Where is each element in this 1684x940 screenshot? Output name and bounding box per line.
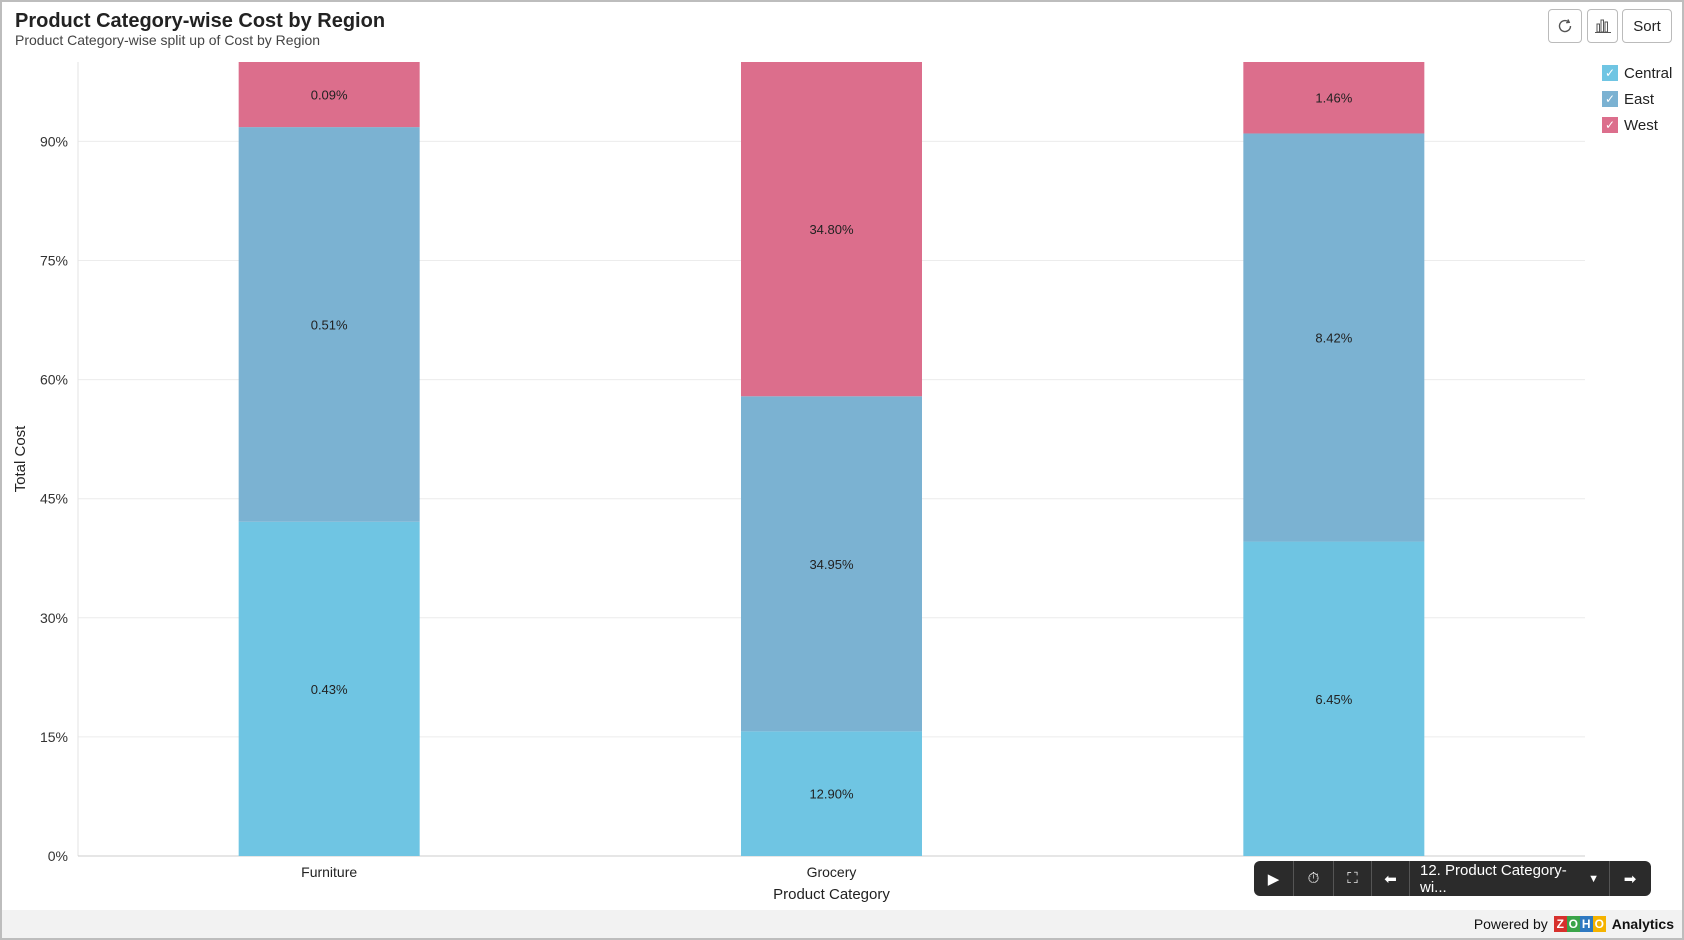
y-axis-title: Total Cost [12,425,29,493]
x-tick-label: Grocery [807,864,857,880]
legend-item-central[interactable]: ✓ Central [1602,60,1672,86]
data-label: 1.46% [1315,91,1352,106]
bar-segment-west [238,62,420,128]
legend-item-east[interactable]: ✓ East [1602,86,1672,112]
y-tick-label: 75% [40,253,68,269]
bar-segment-east [741,396,922,732]
checkbox-icon[interactable]: ✓ [1602,117,1618,133]
arrow-left-icon: ⬅ [1384,870,1397,888]
previous-button[interactable]: ⬅ [1372,861,1410,896]
legend-label: East [1624,90,1655,108]
bar-segment-central [741,731,922,856]
report-select-value: 12. Product Category-wi... [1420,861,1567,896]
chevron-down-icon: ▼ [1588,872,1599,885]
data-label: 0.09% [311,88,348,103]
y-tick-label: 15% [40,729,68,745]
y-tick-label: 30% [40,610,68,626]
bar-segment-central [1243,541,1425,856]
fullscreen-icon: ⛶ [1347,870,1358,887]
timer-button[interactable]: ⏱ [1294,861,1334,896]
y-tick-label: 45% [40,491,68,507]
x-tick-label: Furniture [301,864,357,880]
y-tick-label: 60% [40,372,68,388]
bar-segment-west [741,62,922,397]
y-tick-label: 0% [48,848,68,864]
bar-segment-central [238,521,420,856]
bar-segment-west [1243,62,1425,134]
legend-label: Central [1624,64,1673,82]
chart-subtitle: Product Category-wise split up of Cost b… [15,32,321,48]
data-label: 34.80% [809,222,854,237]
y-tick-label: 90% [40,133,68,149]
timer-icon: ⏱ [1307,870,1320,887]
chart-type-button[interactable] [1587,9,1618,43]
product-name: Analytics [1611,915,1674,932]
data-label: 6.45% [1315,692,1352,707]
legend: ✓ Central ✓ East ✓ West [1602,60,1672,138]
legend-label: West [1624,116,1658,134]
bar-chart-icon [1594,19,1611,33]
legend-item-west[interactable]: ✓ West [1602,112,1672,138]
stacked-bar-chart: 0% 15% 30% 45% 60% 75% 90% 0.43% 0.51% 0.09% Furni… [12,62,1585,903]
checkbox-icon[interactable]: ✓ [1602,65,1618,81]
bar-segment-east [1243,133,1425,542]
slideshow-player: ▶ ⏱ ⛶ ⬅ 12. Product Category-wi... ▼ ➡ [1254,861,1651,896]
refresh-button[interactable] [1548,9,1582,43]
fullscreen-button[interactable]: ⛶ [1334,861,1372,896]
checkbox-icon[interactable]: ✓ [1602,91,1618,107]
data-label: 12.90% [809,787,854,802]
powered-by-text: Powered by [1473,915,1548,932]
next-button[interactable]: ➡ [1610,861,1650,896]
x-axis-title: Product Category [773,886,890,903]
report-select[interactable]: 12. Product Category-wi... ▼ [1410,861,1610,896]
play-button[interactable]: ▶ [1254,861,1294,896]
data-label: 0.51% [311,317,348,332]
play-icon: ▶ [1267,870,1280,888]
chart-title: Product Category-wise Cost by Region [15,10,386,32]
data-label: 34.95% [809,557,854,572]
data-label: 8.42% [1315,331,1352,346]
arrow-right-icon: ➡ [1623,870,1637,888]
bar-segment-east [238,127,420,522]
data-label: 0.43% [311,682,348,697]
sort-button[interactable]: Sort [1622,9,1672,43]
refresh-icon [1558,19,1572,33]
